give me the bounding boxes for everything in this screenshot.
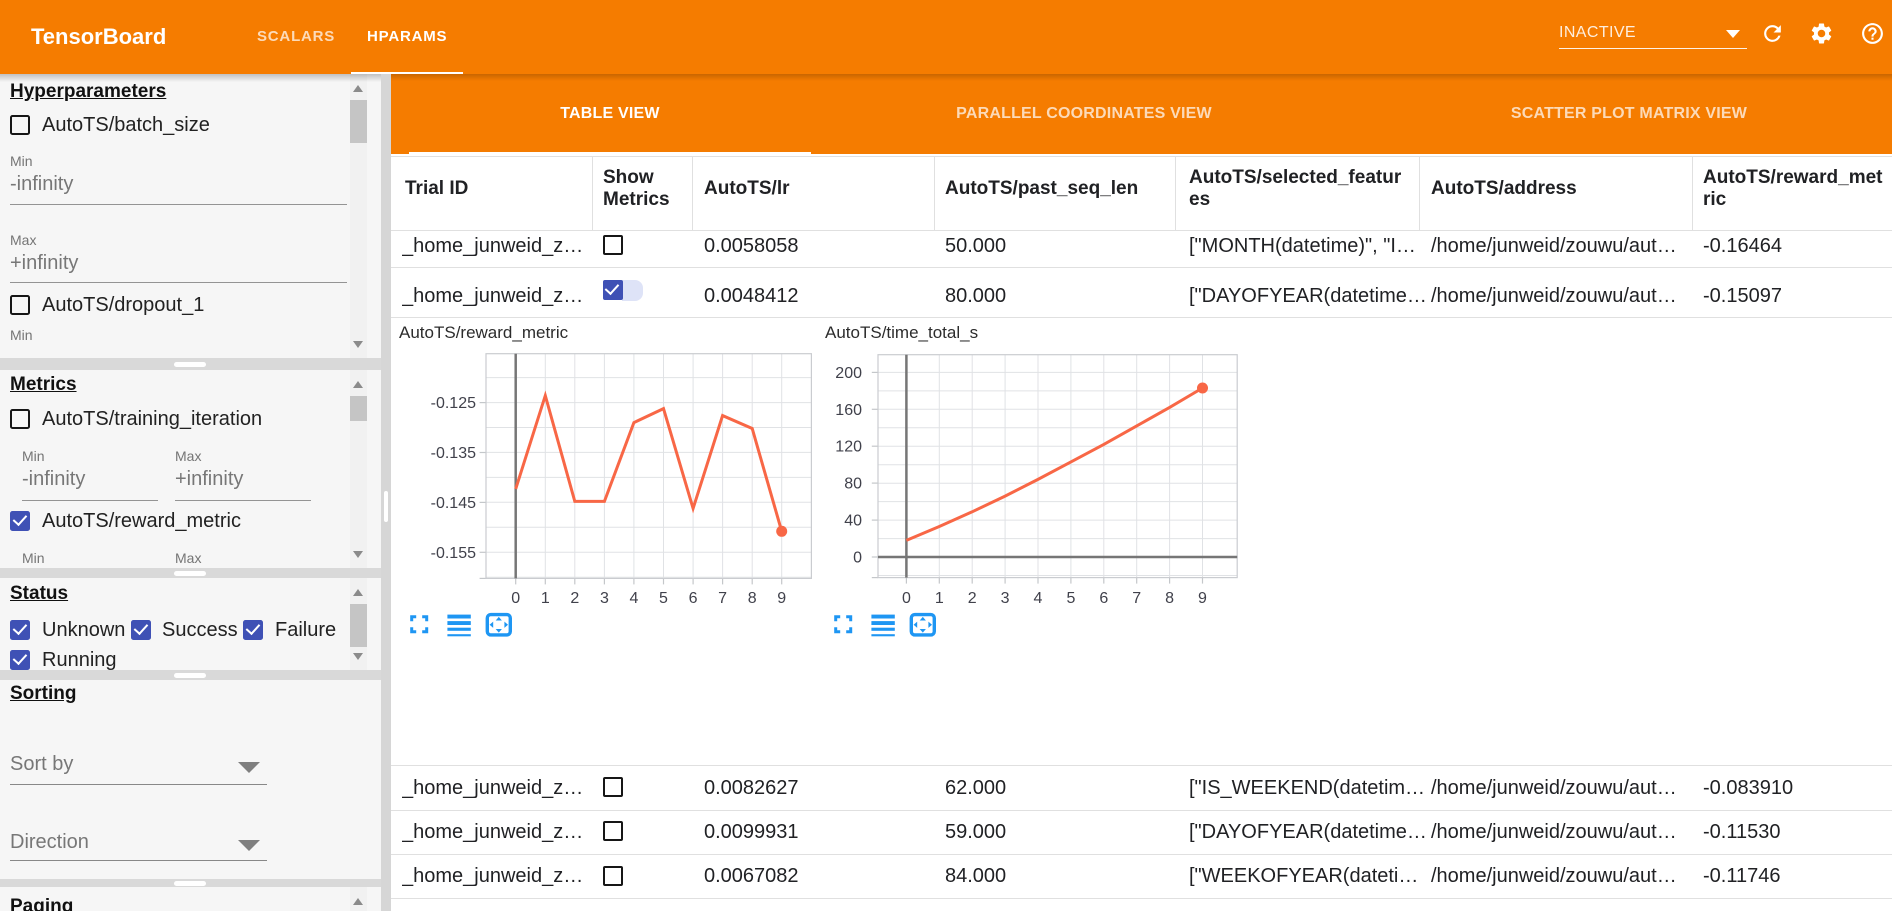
- svg-text:0: 0: [902, 590, 911, 607]
- svg-text:9: 9: [777, 590, 786, 607]
- svg-text:-0.135: -0.135: [431, 445, 476, 462]
- svg-text:6: 6: [1099, 590, 1108, 607]
- svg-text:6: 6: [689, 590, 698, 607]
- svg-text:9: 9: [1198, 590, 1207, 607]
- svg-text:-0.145: -0.145: [431, 495, 476, 512]
- svg-text:40: 40: [844, 513, 862, 530]
- svg-text:AutoTS/time_total_s: AutoTS/time_total_s: [825, 323, 978, 342]
- svg-text:-0.125: -0.125: [431, 395, 476, 412]
- svg-text:200: 200: [835, 365, 862, 382]
- svg-text:5: 5: [659, 590, 668, 607]
- svg-text:0: 0: [853, 550, 862, 567]
- svg-text:3: 3: [600, 590, 609, 607]
- svg-text:4: 4: [1034, 590, 1043, 607]
- svg-text:0: 0: [511, 590, 520, 607]
- svg-text:1: 1: [935, 590, 944, 607]
- svg-text:4: 4: [629, 590, 638, 607]
- svg-text:1: 1: [541, 590, 550, 607]
- svg-text:8: 8: [1165, 590, 1174, 607]
- svg-text:3: 3: [1001, 590, 1010, 607]
- svg-text:2: 2: [968, 590, 977, 607]
- svg-text:5: 5: [1066, 590, 1075, 607]
- svg-text:120: 120: [835, 439, 862, 456]
- svg-text:2: 2: [570, 590, 579, 607]
- svg-text:7: 7: [718, 590, 727, 607]
- svg-text:-0.155: -0.155: [431, 545, 476, 562]
- svg-text:80: 80: [844, 476, 862, 493]
- svg-text:AutoTS/reward_metric: AutoTS/reward_metric: [399, 323, 569, 342]
- svg-text:160: 160: [835, 402, 862, 419]
- svg-text:7: 7: [1132, 590, 1141, 607]
- svg-text:8: 8: [748, 590, 757, 607]
